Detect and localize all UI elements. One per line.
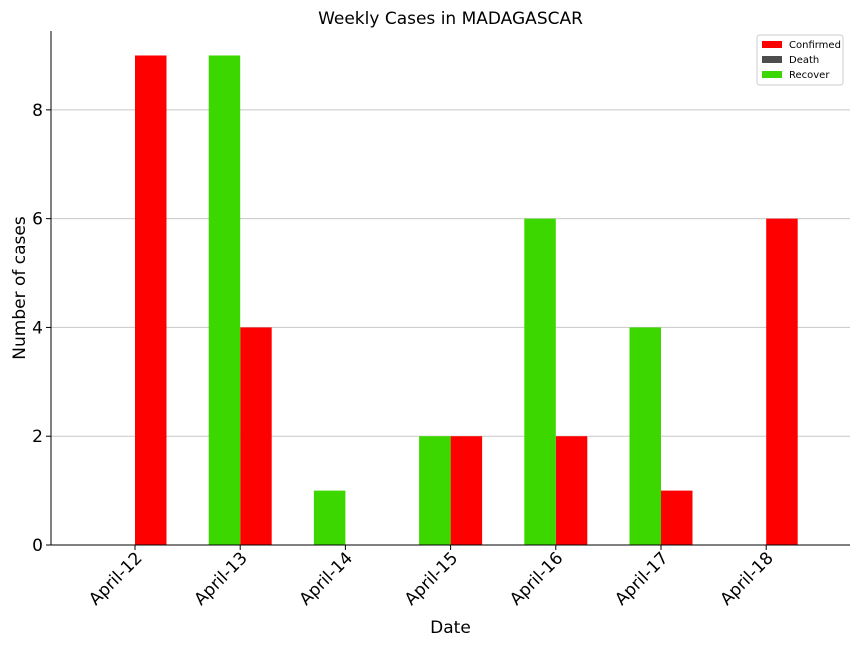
legend: Confirmed Death Recover — [756, 34, 844, 86]
bar-confirmed-april-13 — [240, 327, 272, 545]
legend-label-recover: Recover — [789, 70, 830, 81]
x-tick-label: April-14 — [296, 548, 357, 609]
x-axis-label: Date — [430, 618, 471, 638]
bar-recover-april-14 — [313, 490, 346, 545]
bar-confirmed-april-15 — [450, 436, 483, 545]
bar-confirmed-april-16 — [555, 436, 588, 545]
chart-title: Weekly Cases in MADAGASCAR — [318, 9, 583, 29]
y-tick-label: 4 — [32, 318, 43, 338]
legend-label-death: Death — [789, 55, 819, 66]
legend-label-confirmed: Confirmed — [789, 40, 841, 51]
legend-swatch-death — [762, 56, 782, 63]
bar-confirmed-april-12 — [135, 55, 167, 545]
x-tick-label: April-16 — [506, 548, 567, 609]
legend-swatch-confirmed — [762, 41, 782, 48]
bar-recover-april-16 — [524, 218, 556, 545]
x-ticks: April-12 April-13 April-14 April-15 April-16… — [85, 545, 778, 610]
bar-recover-april-13 — [208, 55, 241, 545]
bar-recover-april-17 — [629, 327, 661, 545]
y-tick-label: 0 — [32, 536, 43, 556]
grid-lines — [51, 109, 850, 437]
y-ticks: 0 2 4 6 8 — [32, 101, 51, 556]
x-tick-label: April-15 — [401, 548, 462, 609]
y-tick-label: 6 — [32, 210, 43, 230]
y-tick-label: 8 — [32, 101, 43, 121]
x-tick-label: April-13 — [190, 548, 251, 609]
x-tick-label: April-12 — [85, 548, 146, 609]
bar-confirmed-april-18 — [766, 218, 798, 545]
y-axis-label: Number of cases — [10, 216, 30, 360]
x-tick-label: April-18 — [716, 548, 777, 609]
x-tick-label: April-17 — [611, 548, 672, 609]
bars — [135, 55, 798, 545]
bar-confirmed-april-17 — [661, 490, 693, 545]
bar-recover-april-15 — [419, 436, 451, 545]
y-tick-label: 2 — [32, 427, 43, 447]
legend-swatch-recover — [762, 71, 782, 78]
